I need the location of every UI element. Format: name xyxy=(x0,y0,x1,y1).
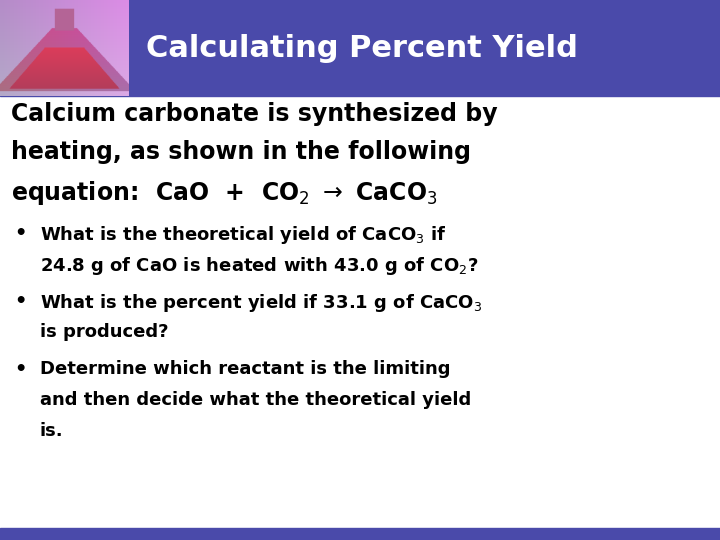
Text: equation:  CaO  +  CO$_2$ $\rightarrow$ CaCO$_3$: equation: CaO + CO$_2$ $\rightarrow$ CaC… xyxy=(11,179,437,207)
Text: and then decide what the theoretical yield: and then decide what the theoretical yie… xyxy=(40,391,471,409)
Text: is.: is. xyxy=(40,422,63,440)
Bar xyxy=(0,528,720,540)
Text: Calcium carbonate is synthesized by: Calcium carbonate is synthesized by xyxy=(11,102,498,125)
Text: What is the percent yield if 33.1 g of CaCO$_3$: What is the percent yield if 33.1 g of C… xyxy=(40,292,482,314)
Text: 24.8 g of CaO is heated with 43.0 g of CO$_2$?: 24.8 g of CaO is heated with 43.0 g of C… xyxy=(40,255,478,277)
Text: Determine which reactant is the limiting: Determine which reactant is the limiting xyxy=(40,360,450,377)
Text: •: • xyxy=(14,224,27,242)
Text: is produced?: is produced? xyxy=(40,323,168,341)
Text: heating, as shown in the following: heating, as shown in the following xyxy=(11,140,471,164)
Text: What is the theoretical yield of CaCO$_3$ if: What is the theoretical yield of CaCO$_3… xyxy=(40,224,446,246)
Text: Calculating Percent Yield: Calculating Percent Yield xyxy=(146,33,578,63)
Text: •: • xyxy=(14,360,27,379)
Text: •: • xyxy=(14,292,27,310)
Bar xyxy=(0,0,720,96)
